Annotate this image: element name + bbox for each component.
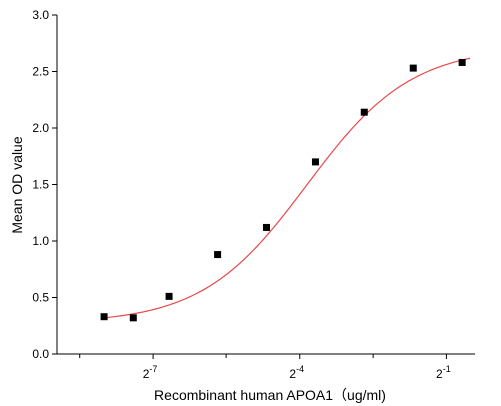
y-tick-label: 2.0	[32, 121, 49, 135]
data-point	[214, 251, 222, 259]
x-tick-label: 2-1	[436, 364, 451, 381]
data-point	[360, 108, 368, 116]
fit-curve	[104, 57, 471, 319]
x-axis-title: Recombinant human APOA1（ug/ml)	[154, 387, 386, 403]
data-points	[100, 58, 466, 322]
y-tick-label: 3.0	[32, 8, 49, 22]
y-tick-label: 0.0	[32, 347, 49, 361]
data-point	[409, 64, 417, 72]
x-tick-label: 2-7	[143, 364, 158, 381]
data-point	[165, 292, 173, 300]
data-point	[129, 314, 137, 322]
data-point	[311, 158, 319, 166]
tick-labels: 0.0 0.5 1.0 1.5 2.0 2.5 3.0 2-7 2-4 2-1	[32, 8, 450, 381]
y-tick-label: 0.5	[32, 291, 49, 305]
y-axis-title: Mean OD value	[9, 136, 25, 233]
ticks	[52, 14, 447, 359]
y-tick-label: 1.0	[32, 234, 49, 248]
data-point	[262, 223, 270, 231]
data-point	[458, 58, 466, 66]
y-tick-label: 2.5	[32, 65, 49, 79]
x-tick-label: 2-4	[289, 364, 304, 381]
data-point	[100, 313, 108, 321]
y-tick-label: 1.5	[32, 178, 49, 192]
